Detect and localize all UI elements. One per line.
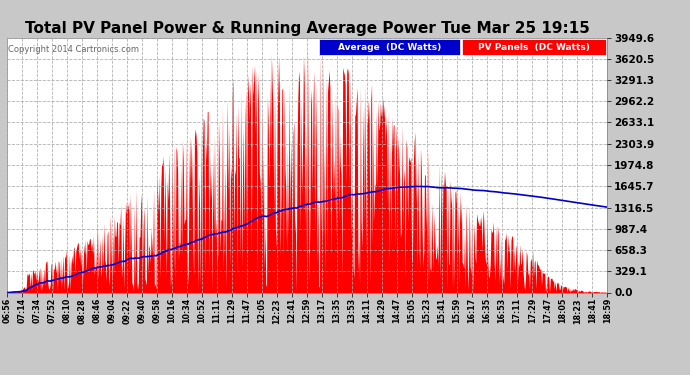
- FancyBboxPatch shape: [462, 39, 606, 56]
- Text: PV Panels  (DC Watts): PV Panels (DC Watts): [478, 43, 590, 52]
- Title: Total PV Panel Power & Running Average Power Tue Mar 25 19:15: Total PV Panel Power & Running Average P…: [25, 21, 589, 36]
- Text: Average  (DC Watts): Average (DC Watts): [338, 43, 441, 52]
- Text: Copyright 2014 Cartronics.com: Copyright 2014 Cartronics.com: [8, 45, 139, 54]
- FancyBboxPatch shape: [319, 39, 460, 56]
